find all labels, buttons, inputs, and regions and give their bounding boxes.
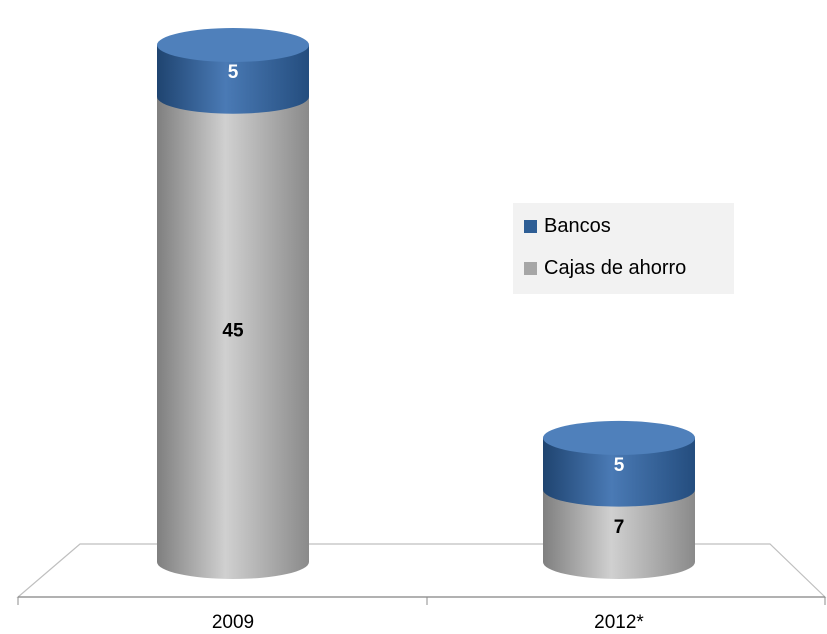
legend-swatch-bancos	[524, 219, 537, 233]
bar-data-label: 45	[222, 320, 244, 341]
x-tick-label: 2012*	[594, 612, 644, 633]
legend-label-bancos: Bancos	[544, 214, 611, 237]
legend-swatch-cajas	[524, 261, 537, 275]
legend-item-bancos: Bancos	[524, 211, 611, 241]
bar-segment-bancos	[157, 45, 309, 114]
bar-segment-bancos	[543, 437, 695, 507]
bar-top-cap	[543, 420, 695, 455]
bars-group: 45 5 7 5	[157, 28, 695, 579]
x-tick-label: 2009	[212, 612, 254, 633]
chart-floor	[16, 543, 827, 605]
bar-data-label: 5	[228, 62, 239, 83]
legend-item-cajas: Cajas de ahorro	[524, 253, 686, 283]
bar-segment-cajas	[157, 96, 309, 579]
legend: Bancos Cajas de ahorro	[513, 203, 734, 294]
x-axis-ticks: 2009 2012*	[212, 612, 645, 633]
bar-top-cap	[157, 28, 309, 62]
legend-label-cajas: Cajas de ahorro	[544, 256, 687, 279]
bar-segment-cajas	[543, 489, 695, 579]
bar-data-label: 5	[614, 455, 625, 476]
bar-data-label: 7	[614, 517, 625, 538]
